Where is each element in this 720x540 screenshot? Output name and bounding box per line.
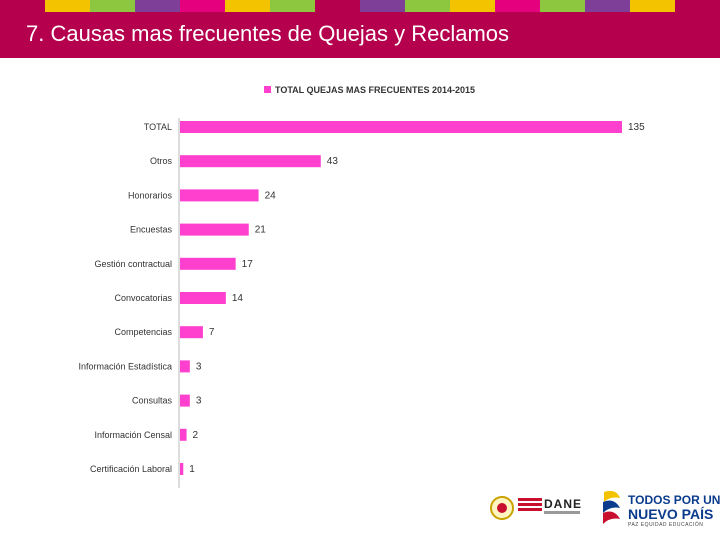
bar — [180, 292, 226, 304]
color-strip-segment — [495, 0, 541, 12]
bar — [180, 428, 187, 441]
value-label: 7 — [209, 327, 215, 338]
color-strip — [0, 0, 720, 12]
bar — [180, 360, 190, 373]
category-label: Encuestas — [130, 225, 173, 235]
bar — [180, 257, 236, 270]
nuevo-pais-line2: NUEVO PAÍS — [628, 506, 714, 522]
nuevo-pais-line1: TODOS POR UN — [628, 493, 720, 507]
value-label: 2 — [193, 430, 199, 441]
category-label: TOTAL — [144, 122, 172, 132]
category-label: Certificación Laboral — [90, 464, 172, 474]
value-label: 3 — [196, 361, 202, 372]
color-strip-segment — [540, 0, 586, 12]
value-label: 24 — [265, 190, 277, 201]
color-strip-segment — [0, 0, 46, 12]
bar — [180, 326, 203, 339]
category-label: Gestión contractual — [94, 259, 172, 269]
page-title: 7. Causas mas frecuentes de Quejas y Rec… — [26, 21, 510, 46]
dane-subtitle-bar — [544, 511, 580, 514]
value-label: 17 — [242, 259, 254, 270]
color-strip-segment — [270, 0, 316, 12]
category-label: Honorarios — [128, 190, 173, 200]
nuevo-pais-flag-icon — [603, 490, 620, 524]
category-label: Información Estadística — [78, 361, 172, 371]
color-strip-segment — [450, 0, 496, 12]
nuevo-pais-motto: PAZ EQUIDAD EDUCACIÓN — [628, 522, 704, 528]
value-label: 1 — [189, 464, 195, 475]
color-strip-segment — [45, 0, 91, 12]
color-strip-segment — [405, 0, 451, 12]
legend-swatch — [264, 86, 271, 93]
footer-logos: DANE TODOS POR UN NUEVO PAÍS PAZ EQUIDAD… — [488, 488, 720, 538]
category-label: Información Censal — [94, 430, 172, 440]
color-strip-segment — [360, 0, 406, 12]
bar — [180, 189, 259, 202]
color-strip-segment — [585, 0, 631, 12]
legend-label: TOTAL QUEJAS MAS FRECUENTES 2014-2015 — [275, 85, 475, 95]
value-label: 43 — [327, 156, 339, 167]
chart-legend: TOTAL QUEJAS MAS FRECUENTES 2014-2015 — [264, 85, 475, 95]
title-band — [0, 12, 720, 58]
dane-logo-text: DANE — [544, 497, 583, 511]
coat-of-arms-icon — [490, 496, 514, 520]
category-label: Competencias — [114, 327, 172, 337]
value-label: 21 — [255, 225, 267, 236]
bar — [180, 463, 184, 475]
category-label: Consultas — [132, 396, 173, 406]
color-strip-segment — [180, 0, 226, 12]
value-label: 14 — [232, 293, 244, 304]
category-label: Convocatorias — [114, 293, 172, 303]
color-strip-segment — [90, 0, 136, 12]
category-label: Otros — [150, 156, 173, 166]
bar — [180, 121, 622, 133]
color-strip-segment — [135, 0, 181, 12]
value-label: 135 — [628, 122, 645, 133]
color-strip-segment — [675, 0, 720, 12]
bar — [180, 155, 321, 168]
color-strip-segment — [315, 0, 361, 12]
color-strip-segment — [225, 0, 271, 12]
dane-logo-icon — [518, 498, 542, 514]
bar-chart: TOTAL QUEJAS MAS FRECUENTES 2014-2015 TO… — [78, 85, 645, 488]
color-strip-segment — [630, 0, 676, 12]
bar — [180, 223, 249, 236]
bar — [180, 394, 190, 407]
value-label: 3 — [196, 396, 202, 407]
